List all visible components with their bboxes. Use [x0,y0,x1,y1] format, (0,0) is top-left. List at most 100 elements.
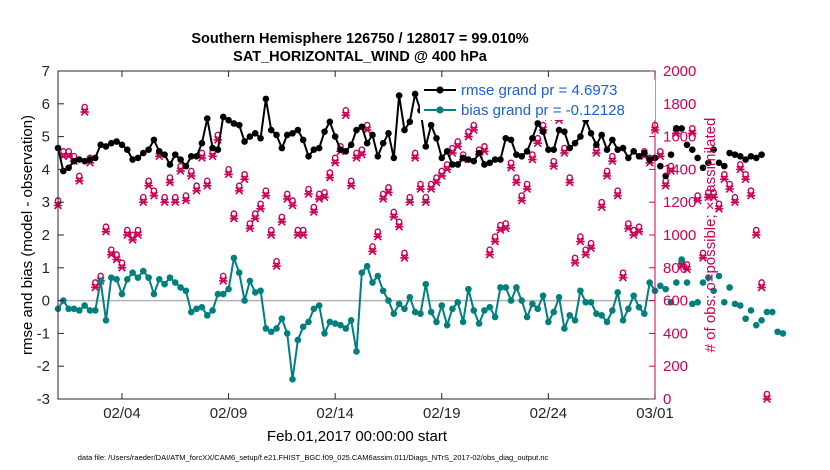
rmse-point [369,131,376,139]
bias-point [230,254,238,262]
bias-point [123,275,131,283]
obs-possible-point [374,228,382,235]
rmse-point [705,159,712,167]
rmse-point [92,154,99,162]
bias-point [358,269,366,277]
obs-possible-point [609,152,616,160]
bias-point [635,303,643,311]
obs-possible-point [193,182,200,190]
bias-point [587,298,595,306]
bias-point [742,315,749,322]
footer-data-file: data file: /Users/raeder/DAI/ATM_forcXX/… [78,453,549,462]
obs-possible-point [758,279,765,286]
left-tick-label: 6 [42,96,50,113]
rmse-point [347,141,355,149]
obs-assimilated-point [437,171,446,180]
obs-possible-point [166,174,174,181]
bias-point [534,305,542,313]
obs-assimilated-point [720,175,729,184]
rmse-point [406,118,414,126]
obs-possible-point [465,128,472,135]
obs-possible-point [518,192,526,199]
obs-possible-point [401,249,408,257]
bias-point [193,305,200,313]
obs-assimilated-point [512,178,521,187]
obs-assimilated-point [613,191,622,200]
obs-assimilated-point [283,194,292,203]
bias-point [347,316,355,324]
rmse-point [742,156,749,163]
obs-possible-point [619,269,627,276]
bias-point [203,312,211,319]
obs-assimilated-point [240,175,249,184]
rmse-point [683,141,691,149]
obs-assimilated-point [325,173,335,182]
bias-point [278,315,286,322]
rmse-point [326,118,334,126]
obs-assimilated-point [517,196,526,205]
rmse-point [294,126,302,134]
rmse-point [502,134,510,142]
obs-assimilated-point [581,250,590,259]
obs-possible-point [513,174,520,181]
rmse-point [299,136,307,144]
bias-point [262,325,270,332]
bias-point [385,297,392,304]
bias-point [475,320,483,327]
obs-possible-point [246,220,254,227]
obs-assimilated-point [309,208,319,217]
rmse-point [497,156,504,163]
rmse-point [619,144,627,152]
obs-possible-point [187,167,195,175]
right-tick-label: 1800 [663,96,696,113]
left-tick-label: -3 [37,391,50,408]
obs-assimilated-point [261,191,271,200]
rmse-point [577,133,584,140]
bias-point [331,320,339,327]
bias-point [449,305,456,313]
obs-possible-point [102,223,110,231]
obs-possible-point [752,226,760,234]
rmse-point [459,154,467,162]
bias-point [630,292,637,299]
obs-possible-point [566,174,574,181]
left-tick-label: -1 [37,325,50,342]
obs-possible-point [720,170,728,178]
rmse-point [246,133,254,140]
bias-point [470,307,478,314]
bias-point [593,310,600,318]
obs-possible-point [433,174,440,181]
rmse-point [171,151,179,158]
obs-assimilated-point [634,227,644,236]
obs-possible-point [507,159,515,167]
bias-point [225,285,232,293]
bias-point [571,316,579,324]
obs-assimilated-point [522,185,532,194]
right-tick-label: 1200 [663,194,696,211]
bias-point [481,307,488,314]
rmse-point [145,146,152,154]
bias-point [603,318,611,326]
right-tick-label: 800 [663,260,688,277]
chart-title: Southern Hemisphere 126750 / 128017 = 99… [191,31,528,47]
rmse-point [694,154,701,162]
bias-point [161,280,168,288]
obs-assimilated-point [235,186,244,195]
bias-point [513,284,520,291]
obs-assimilated-point [112,255,121,264]
rmse-point [539,128,547,135]
bias-point [497,284,504,291]
obs-assimilated-point [224,170,233,179]
obs-possible-point [427,180,435,188]
obs-assimilated-point [410,153,420,162]
obs-assimilated-point [469,126,478,135]
x-tick-label: 02/04 [103,405,141,422]
rmse-point [561,128,568,135]
obs-possible-point [736,161,744,168]
rmse-point [385,130,392,137]
rmse-point [315,144,323,152]
rmse-point [86,156,94,163]
rmse-point [438,154,446,162]
obs-possible-point [65,147,72,155]
rmse-point [123,146,131,154]
